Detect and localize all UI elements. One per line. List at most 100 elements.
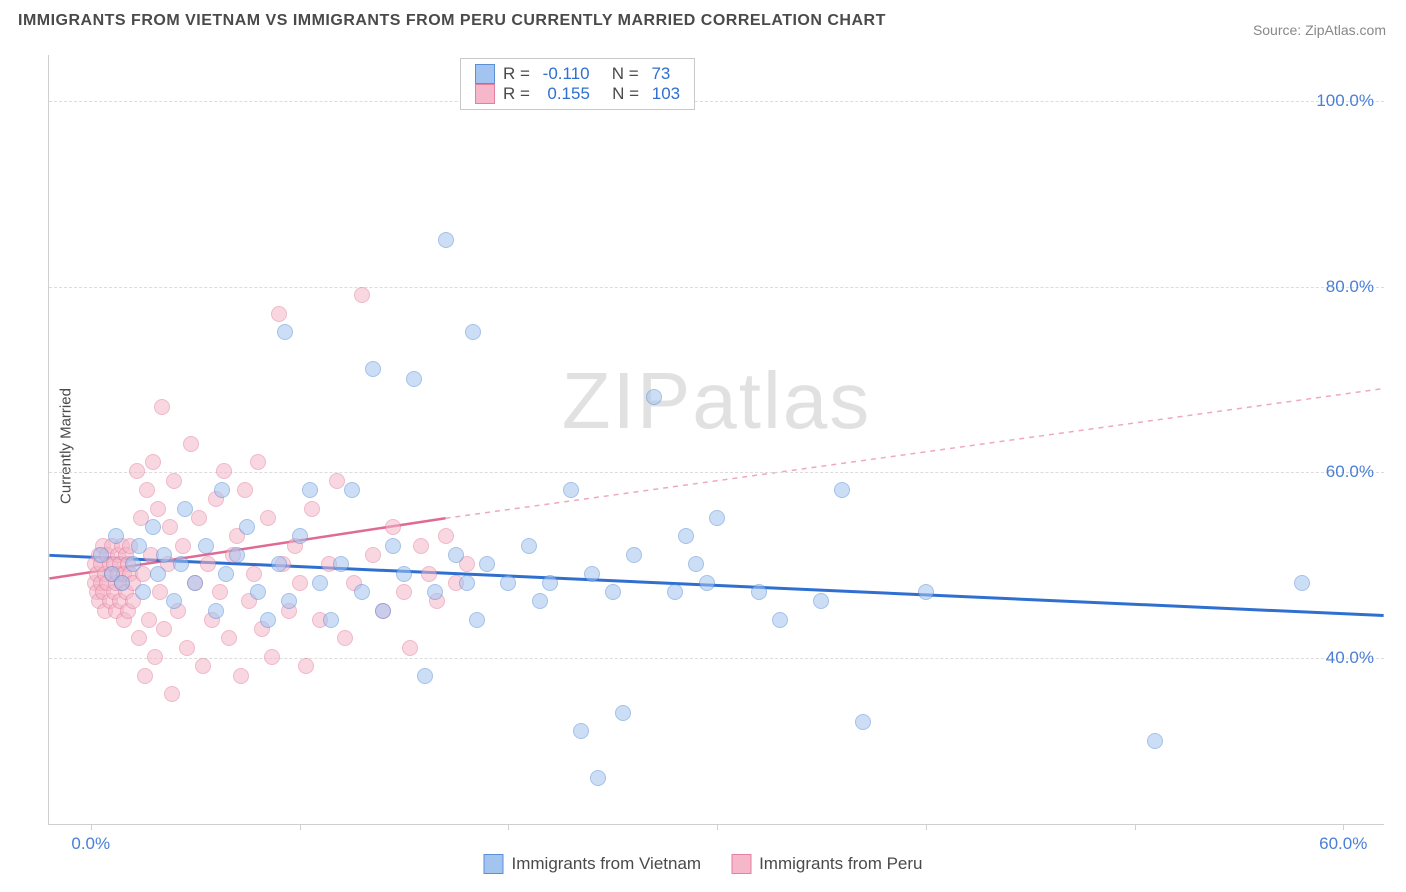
scatter-point — [354, 287, 370, 303]
scatter-point — [214, 482, 230, 498]
scatter-point — [667, 584, 683, 600]
scatter-point — [131, 630, 147, 646]
scatter-point — [302, 482, 318, 498]
scatter-point — [233, 668, 249, 684]
scatter-point — [605, 584, 621, 600]
scatter-point — [108, 528, 124, 544]
scatter-point — [173, 556, 189, 572]
scatter-point — [333, 556, 349, 572]
scatter-point — [375, 603, 391, 619]
x-tick — [508, 824, 509, 830]
scatter-point — [298, 658, 314, 674]
gridline — [49, 287, 1384, 288]
scatter-point — [271, 556, 287, 572]
scatter-point — [179, 640, 195, 656]
scatter-point — [271, 306, 287, 322]
scatter-point — [292, 575, 308, 591]
scatter-point — [93, 547, 109, 563]
scatter-point — [479, 556, 495, 572]
scatter-point — [615, 705, 631, 721]
y-tick-label: 40.0% — [1326, 648, 1374, 668]
scatter-point — [292, 528, 308, 544]
scatter-point — [277, 324, 293, 340]
scatter-plot-area: ZIPatlas 40.0%60.0%80.0%100.0%0.0%60.0% — [48, 55, 1384, 825]
scatter-point — [918, 584, 934, 600]
scatter-point — [678, 528, 694, 544]
scatter-point — [834, 482, 850, 498]
scatter-point — [751, 584, 767, 600]
x-tick — [1135, 824, 1136, 830]
scatter-point — [183, 436, 199, 452]
legend-item-vietnam: Immigrants from Vietnam — [483, 854, 701, 874]
correlation-legend: R = -0.110 N = 73 R = 0.155 N = 103 — [460, 58, 695, 110]
scatter-point — [323, 612, 339, 628]
scatter-point — [1294, 575, 1310, 591]
x-tick-label: 0.0% — [71, 834, 110, 854]
scatter-point — [584, 566, 600, 582]
scatter-point — [573, 723, 589, 739]
scatter-point — [147, 649, 163, 665]
swatch-peru — [475, 84, 495, 104]
scatter-point — [542, 575, 558, 591]
scatter-point — [164, 686, 180, 702]
scatter-point — [365, 547, 381, 563]
scatter-point — [145, 454, 161, 470]
scatter-point — [135, 584, 151, 600]
n-value-vietnam: 73 — [651, 64, 670, 84]
scatter-point — [304, 501, 320, 517]
scatter-point — [125, 556, 141, 572]
scatter-point — [137, 668, 153, 684]
scatter-point — [114, 575, 130, 591]
scatter-point — [150, 566, 166, 582]
x-tick-label: 60.0% — [1319, 834, 1367, 854]
scatter-point — [250, 454, 266, 470]
scatter-point — [438, 232, 454, 248]
scatter-point — [626, 547, 642, 563]
scatter-point — [646, 389, 662, 405]
scatter-point — [246, 566, 262, 582]
scatter-point — [129, 463, 145, 479]
scatter-point — [154, 399, 170, 415]
scatter-point — [175, 538, 191, 554]
x-tick — [926, 824, 927, 830]
scatter-point — [131, 538, 147, 554]
scatter-point — [855, 714, 871, 730]
scatter-point — [208, 603, 224, 619]
scatter-point — [152, 584, 168, 600]
scatter-point — [813, 593, 829, 609]
series-legend: Immigrants from Vietnam Immigrants from … — [483, 854, 922, 874]
scatter-point — [177, 501, 193, 517]
y-tick-label: 80.0% — [1326, 277, 1374, 297]
watermark: ZIPatlas — [562, 355, 871, 447]
scatter-point — [260, 612, 276, 628]
scatter-point — [139, 482, 155, 498]
x-tick — [300, 824, 301, 830]
scatter-point — [239, 519, 255, 535]
scatter-point — [417, 668, 433, 684]
scatter-point — [237, 482, 253, 498]
scatter-point — [250, 584, 266, 600]
scatter-point — [162, 519, 178, 535]
scatter-point — [166, 473, 182, 489]
scatter-point — [329, 473, 345, 489]
scatter-point — [465, 324, 481, 340]
scatter-point — [281, 593, 297, 609]
scatter-point — [195, 658, 211, 674]
scatter-point — [413, 538, 429, 554]
scatter-point — [438, 528, 454, 544]
scatter-point — [354, 584, 370, 600]
scatter-point — [156, 547, 172, 563]
scatter-point — [699, 575, 715, 591]
scatter-point — [260, 510, 276, 526]
scatter-point — [772, 612, 788, 628]
gridline — [49, 472, 1384, 473]
scatter-point — [469, 612, 485, 628]
scatter-point — [141, 612, 157, 628]
legend-label-vietnam: Immigrants from Vietnam — [511, 854, 701, 874]
scatter-point — [385, 519, 401, 535]
r-value-peru: 0.155 — [547, 84, 590, 104]
y-tick-label: 60.0% — [1326, 462, 1374, 482]
scatter-point — [1147, 733, 1163, 749]
scatter-point — [221, 630, 237, 646]
scatter-point — [590, 770, 606, 786]
